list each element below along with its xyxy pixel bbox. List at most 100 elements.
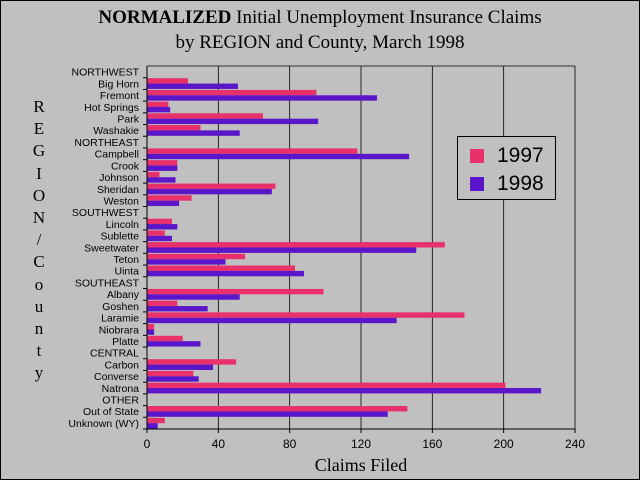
- bar-1998: [147, 83, 238, 89]
- bar-1997: [147, 160, 178, 166]
- title-rest: Initial Unemployment Insurance Claims: [231, 7, 542, 28]
- bar-1998: [147, 153, 410, 160]
- legend: 1997 1998: [457, 136, 556, 200]
- y-axis-label-letter: n: [34, 319, 44, 339]
- bar-1998: [147, 306, 208, 312]
- y-axis-label-letter: N: [32, 208, 46, 228]
- bar-1998: [147, 224, 178, 230]
- x-tick-label: 240: [565, 437, 585, 451]
- bar-1998: [147, 270, 304, 277]
- bar-1997: [147, 288, 324, 295]
- category-label: Carbon: [105, 359, 140, 371]
- category-label: SOUTHWEST: [72, 207, 140, 219]
- y-axis-label-letter: /: [36, 230, 42, 250]
- category-label: Weston: [104, 195, 140, 207]
- bar-1997: [147, 125, 201, 131]
- bar-1998: [147, 247, 417, 253]
- x-tick-labels: 0 40 80 120 160 200 240: [144, 437, 586, 451]
- category-label: Johnson: [99, 172, 139, 184]
- category-label: Sweetwater: [84, 242, 139, 254]
- bar-1997: [147, 324, 155, 330]
- category-label: Natrona: [102, 383, 140, 395]
- category-label: Park: [117, 113, 139, 125]
- category-label: Lincoln: [106, 219, 139, 231]
- legend-swatch-1997: [470, 149, 484, 163]
- bar-1997: [147, 265, 296, 271]
- bar-1998: [147, 177, 176, 183]
- bar-1998: [147, 376, 199, 382]
- category-label: Goshen: [102, 301, 139, 313]
- category-label: Washakie: [93, 125, 139, 137]
- bar-1998: [147, 235, 172, 242]
- category-label: Fremont: [100, 90, 139, 102]
- y-axis-label-letter: C: [33, 252, 45, 272]
- bar-1998: [147, 423, 158, 429]
- category-label: Unknown (WY): [68, 418, 139, 430]
- x-tick-label: 0: [144, 437, 151, 451]
- category-label: Crook: [111, 160, 140, 172]
- bar-1997: [147, 230, 165, 236]
- bar-1997: [147, 113, 263, 119]
- bar-1998: [147, 118, 319, 125]
- category-label: Campbell: [95, 149, 139, 161]
- bar-1998: [147, 200, 180, 207]
- x-tick-label: 80: [283, 437, 297, 451]
- bar-1998: [147, 188, 272, 195]
- category-label: SOUTHEAST: [75, 277, 140, 289]
- category-label: Niobrara: [99, 324, 139, 336]
- bar-1997: [147, 242, 445, 248]
- category-label: Big Horn: [98, 78, 139, 90]
- category-label: Platte: [112, 336, 139, 348]
- category-label: NORTHWEST: [72, 67, 140, 79]
- y-axis-label-letter: G: [32, 141, 46, 161]
- bar-1997: [147, 382, 506, 389]
- title-bold-word: NORMALIZED: [98, 7, 232, 28]
- bar-1998: [147, 95, 378, 101]
- bar-1997: [147, 335, 183, 342]
- bar-1997: [147, 148, 358, 154]
- y-axis-label-letter: y: [34, 363, 44, 383]
- legend-swatch-1998: [470, 177, 484, 191]
- y-axis-label-letter: o: [34, 274, 44, 294]
- category-label: Uinta: [114, 266, 139, 278]
- bar-1998: [147, 106, 171, 113]
- bar-1997: [147, 78, 189, 84]
- y-axis-label-letter: O: [32, 185, 46, 205]
- category-label: NORTHEAST: [74, 137, 139, 149]
- category-label: Hot Springs: [84, 102, 139, 114]
- category-label: Out of State: [83, 406, 139, 418]
- bar-1998: [147, 341, 201, 347]
- bar-1997: [147, 253, 246, 260]
- legend-label-1997: 1997: [497, 144, 544, 167]
- bar-1998: [147, 294, 240, 300]
- category-label: Converse: [94, 371, 139, 383]
- bar-1998: [147, 259, 226, 265]
- category-label: Albany: [107, 289, 140, 301]
- bar-1998: [147, 165, 178, 171]
- x-tick-label: 40: [212, 437, 226, 451]
- x-axis-label: Claims Filed: [314, 455, 408, 475]
- legend-label-1998: 1998: [497, 172, 544, 195]
- category-label: Sublette: [100, 231, 139, 243]
- bar-1997: [147, 370, 194, 377]
- chart-subtitle: by REGION and County, March 1998: [175, 32, 465, 53]
- y-axis-label-letter: E: [33, 119, 45, 139]
- y-axis-label-letter: t: [36, 341, 42, 361]
- bar-1997: [147, 101, 169, 107]
- bar-1997: [147, 218, 172, 225]
- bar-1997: [147, 171, 160, 178]
- bar-1998: [147, 317, 397, 324]
- bar-1998: [147, 388, 542, 394]
- bar-1997: [147, 89, 317, 96]
- bar-1997: [147, 300, 178, 307]
- bar-1998: [147, 130, 240, 136]
- bars: [147, 78, 542, 429]
- y-axis-label-letter: I: [36, 163, 42, 183]
- bar-1997: [147, 359, 237, 365]
- bar-1997: [147, 183, 276, 189]
- bar-1997: [147, 406, 408, 412]
- bar-1997: [147, 195, 192, 201]
